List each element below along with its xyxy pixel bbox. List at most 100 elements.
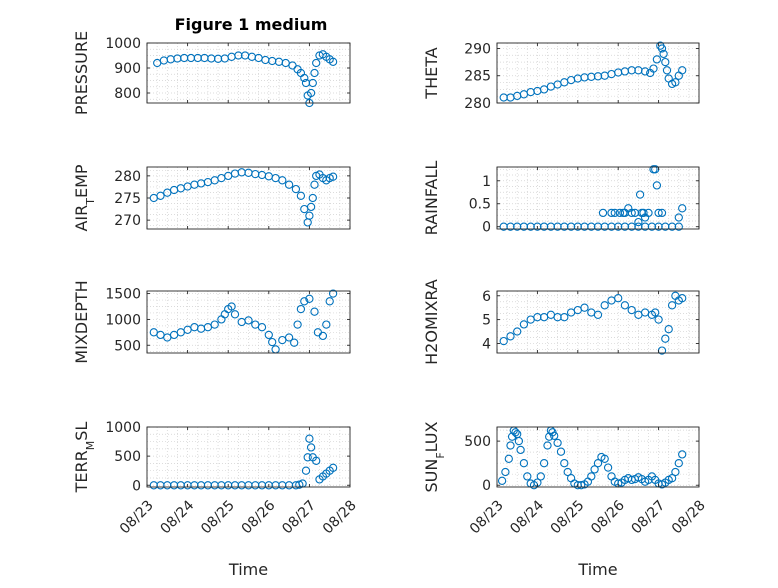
data-point xyxy=(657,44,667,53)
y-tick-label: 0 xyxy=(482,478,491,494)
axes-box-pressure xyxy=(146,42,351,104)
data-point xyxy=(296,191,306,200)
data-point xyxy=(627,305,636,315)
axes-box-rainfall xyxy=(496,166,700,230)
grid-air-temp xyxy=(146,167,351,229)
data-point xyxy=(306,202,316,212)
axes-box-sun-flux xyxy=(496,426,700,488)
data-point xyxy=(560,459,569,468)
data-point xyxy=(657,208,667,218)
axes-box-mixdepth xyxy=(146,290,351,354)
y-tick-label: 280 xyxy=(464,96,491,112)
axes-box-terr-msl xyxy=(146,426,351,488)
y-tick-label: 1000 xyxy=(105,36,141,52)
data-point xyxy=(306,88,316,98)
data-point xyxy=(230,310,240,319)
data-point xyxy=(593,459,603,468)
data-point xyxy=(661,334,670,343)
axes-box-theta xyxy=(496,42,700,104)
data-point xyxy=(651,308,660,317)
data-point xyxy=(652,181,662,190)
data-point xyxy=(674,213,683,222)
data-point xyxy=(620,301,630,310)
data-point xyxy=(654,208,663,218)
data-point xyxy=(539,85,549,94)
y-axis-label-rainfall: RAINFALL xyxy=(422,161,441,236)
data-point xyxy=(593,310,603,319)
data-point xyxy=(652,55,662,64)
y-tick-label: 800 xyxy=(114,86,141,102)
data-point xyxy=(615,208,625,218)
y-tick-label: 280 xyxy=(114,169,141,185)
y-axis-label-air-temp: AIRTEMP xyxy=(72,164,97,231)
data-point xyxy=(308,78,317,88)
data-point xyxy=(291,184,301,194)
data-point xyxy=(640,67,650,76)
y-tick-label: 900 xyxy=(114,61,141,77)
y-tick-label: 1000 xyxy=(105,312,141,328)
data-point xyxy=(310,180,319,189)
data-point xyxy=(627,208,636,218)
data-point xyxy=(671,467,680,477)
y-tick-label: 500 xyxy=(464,434,491,450)
subplot-theta: 280 285 290 THETA xyxy=(422,41,700,112)
data-point xyxy=(556,447,566,456)
y-axis-label-sun-flux: SUNFLUX xyxy=(422,421,447,492)
data-point xyxy=(654,315,663,324)
data-point xyxy=(306,443,316,452)
data-point xyxy=(312,456,321,465)
y-tick-label: 275 xyxy=(114,191,141,207)
y-tick-label: 0 xyxy=(132,478,141,494)
subplot-air-temp: 270 275 280 AIRTEMP xyxy=(72,164,351,232)
series-pressure xyxy=(153,50,338,108)
y-axis-label-mixdepth: MIXDEPTH xyxy=(72,280,91,363)
axes-box-h2omixra xyxy=(496,290,700,354)
data-point xyxy=(511,428,520,437)
series-terr-msl xyxy=(149,434,338,490)
x-axis-label: Time xyxy=(577,560,617,579)
data-point xyxy=(674,459,683,468)
data-point xyxy=(305,294,314,303)
y-tick-label: 6 xyxy=(482,289,491,305)
data-point xyxy=(310,68,319,78)
data-point xyxy=(671,78,680,87)
y-axis-label-theta: THETA xyxy=(422,47,441,99)
data-point xyxy=(257,323,267,332)
data-point xyxy=(674,222,683,231)
data-point xyxy=(305,211,314,220)
data-point xyxy=(678,294,687,303)
data-point xyxy=(598,208,608,218)
data-point xyxy=(553,438,562,448)
data-point xyxy=(290,338,299,347)
y-tick-label: 1500 xyxy=(105,287,141,303)
data-point xyxy=(634,217,643,227)
y-tick-label: 1000 xyxy=(105,420,141,436)
data-point xyxy=(278,176,287,185)
data-point xyxy=(328,57,338,66)
series-rainfall xyxy=(499,165,687,231)
series-theta xyxy=(499,41,687,102)
y-tick-label: 290 xyxy=(464,41,491,57)
data-point xyxy=(662,66,672,75)
data-point xyxy=(210,320,219,329)
data-point xyxy=(506,332,515,341)
data-point xyxy=(308,193,317,203)
data-point xyxy=(664,325,673,334)
y-tick-label: 4 xyxy=(482,336,491,352)
y-axis-label-terr-msl: TERRMSL xyxy=(72,422,97,494)
subplot-mixdepth: 500 1000 1500 MIXDEPTH xyxy=(72,280,351,364)
data-point xyxy=(590,465,599,474)
data-point xyxy=(607,208,616,218)
data-point xyxy=(678,450,687,459)
data-point xyxy=(227,302,236,311)
data-point xyxy=(659,49,668,59)
figure-title: Figure 1 medium xyxy=(175,15,328,34)
data-point xyxy=(644,208,653,218)
data-point xyxy=(303,453,312,462)
data-point xyxy=(519,459,529,468)
y-tick-label: 5 xyxy=(482,313,491,329)
series-air-temp xyxy=(149,168,338,227)
data-point xyxy=(600,454,609,463)
data-point xyxy=(550,431,559,440)
